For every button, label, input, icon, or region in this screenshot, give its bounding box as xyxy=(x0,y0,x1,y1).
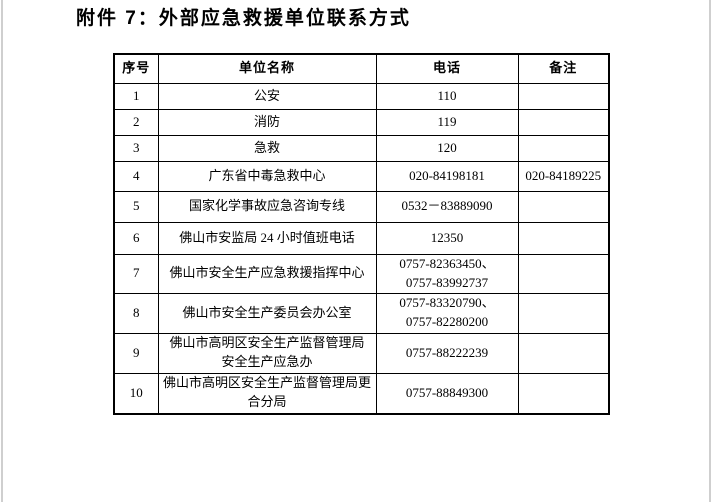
cell-no: 3 xyxy=(113,134,159,162)
table-row: 2 消防 119 xyxy=(113,108,610,136)
cell-no: 2 xyxy=(113,108,159,136)
cell-note xyxy=(517,134,610,162)
table-row: 1 公安 110 xyxy=(113,82,610,110)
table-header-row: 序号 单位名称 电话 备注 xyxy=(113,53,610,84)
cell-no: 7 xyxy=(113,253,159,294)
cell-phone: 0757-83320790、 0757-82280200 xyxy=(375,292,519,334)
table-row: 5 国家化学事故应急咨询专线 0532－83889090 xyxy=(113,190,610,223)
cell-name: 佛山市高明区安全生产监督管理局更 合分局 xyxy=(157,372,377,415)
cell-note: 020-84189225 xyxy=(517,160,610,192)
cell-phone: 110 xyxy=(375,82,519,110)
page-left-edge xyxy=(1,0,3,502)
table-row: 10 佛山市高明区安全生产监督管理局更 合分局 0757-88849300 xyxy=(113,372,610,415)
cell-no: 1 xyxy=(113,82,159,110)
cell-name: 公安 xyxy=(157,82,377,110)
cell-note xyxy=(517,82,610,110)
cell-phone: 0532－83889090 xyxy=(375,190,519,223)
table-row: 3 急救 120 xyxy=(113,134,610,162)
cell-note xyxy=(517,332,610,374)
col-header-note: 备注 xyxy=(517,53,610,84)
cell-phone: 020-84198181 xyxy=(375,160,519,192)
cell-name: 佛山市安全生产应急救援指挥中心 xyxy=(157,253,377,294)
col-header-phone: 电话 xyxy=(375,53,519,84)
cell-note xyxy=(517,292,610,334)
col-header-name: 单位名称 xyxy=(157,53,377,84)
page-title: 附件 7：外部应急救援单位联系方式 xyxy=(76,8,411,29)
cell-no: 9 xyxy=(113,332,159,374)
cell-phone: 120 xyxy=(375,134,519,162)
cell-phone: 0757-88222239 xyxy=(375,332,519,374)
cell-name: 广东省中毒急救中心 xyxy=(157,160,377,192)
cell-phone: 12350 xyxy=(375,221,519,255)
table-row: 6 佛山市安监局 24 小时值班电话 12350 xyxy=(113,221,610,255)
cell-note xyxy=(517,253,610,294)
cell-phone: 119 xyxy=(375,108,519,136)
cell-name: 消防 xyxy=(157,108,377,136)
cell-note xyxy=(517,108,610,136)
table-row: 9 佛山市高明区安全生产监督管理局 安全生产应急办 0757-88222239 xyxy=(113,332,610,374)
cell-note xyxy=(517,221,610,255)
cell-name: 急救 xyxy=(157,134,377,162)
page-right-edge xyxy=(709,0,711,502)
cell-note xyxy=(517,372,610,415)
cell-name: 佛山市高明区安全生产监督管理局 安全生产应急办 xyxy=(157,332,377,374)
cell-phone: 0757-88849300 xyxy=(375,372,519,415)
col-header-no: 序号 xyxy=(113,53,159,84)
cell-no: 4 xyxy=(113,160,159,192)
table-row: 7 佛山市安全生产应急救援指挥中心 0757-82363450、 0757-83… xyxy=(113,253,610,294)
table-row: 4 广东省中毒急救中心 020-84198181 020-84189225 xyxy=(113,160,610,192)
emergency-contacts-table: 序号 单位名称 电话 备注 1 公安 110 2 消防 119 3 急救 120… xyxy=(113,53,610,415)
cell-no: 5 xyxy=(113,190,159,223)
cell-phone: 0757-82363450、 0757-83992737 xyxy=(375,253,519,294)
cell-no: 6 xyxy=(113,221,159,255)
table-row: 8 佛山市安全生产委员会办公室 0757-83320790、 0757-8228… xyxy=(113,292,610,334)
cell-no: 10 xyxy=(113,372,159,415)
cell-name: 佛山市安全生产委员会办公室 xyxy=(157,292,377,334)
cell-note xyxy=(517,190,610,223)
cell-name: 佛山市安监局 24 小时值班电话 xyxy=(157,221,377,255)
cell-name: 国家化学事故应急咨询专线 xyxy=(157,190,377,223)
cell-no: 8 xyxy=(113,292,159,334)
